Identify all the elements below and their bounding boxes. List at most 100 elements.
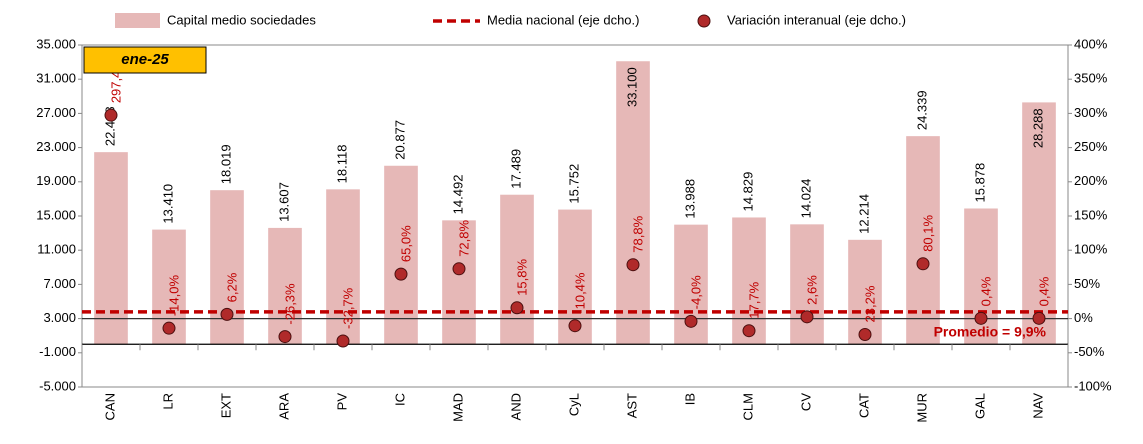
dot (452, 262, 466, 276)
dot-value-label: 65,0% (398, 225, 413, 262)
y-tick-label: 23.000 (36, 139, 76, 154)
x-tick-label: CyL (566, 393, 581, 416)
x-tick-label: GAL (972, 393, 987, 419)
dot-value-label: 2,6% (804, 275, 819, 305)
dot-value-label: 17,7% (746, 281, 761, 318)
bar (500, 194, 534, 345)
dot (684, 314, 698, 328)
x-tick-label: PV (334, 393, 349, 411)
y2-tick-label: 50% (1074, 276, 1100, 291)
y-tick-label: 11.000 (37, 242, 76, 257)
legend-swatch (115, 13, 160, 28)
y-tick-label: -5.000 (39, 378, 76, 393)
annotation: ene-25 (121, 51, 169, 68)
bar-value-label: 13.607 (276, 182, 291, 222)
x-tick-label: CAN (102, 393, 117, 420)
dot (626, 258, 640, 272)
bar (1022, 102, 1056, 345)
legend-label: Variación interanual (eje dcho.) (727, 12, 906, 27)
x-tick-label: LR (160, 393, 175, 410)
bar-value-label: 15.878 (972, 163, 987, 203)
bar (94, 152, 128, 345)
y-tick-label: 35.000 (36, 36, 76, 51)
y2-tick-label: 250% (1074, 139, 1108, 154)
bar (210, 190, 244, 345)
dot-value-label: -10,4% (572, 272, 587, 314)
y2-tick-label: -50% (1074, 344, 1105, 359)
x-tick-label: AND (508, 393, 523, 420)
legend-swatch (697, 14, 711, 28)
bar (732, 217, 766, 345)
dot (220, 307, 234, 321)
dot (858, 327, 872, 341)
y2-tick-label: 150% (1074, 207, 1108, 222)
x-tick-label: ARA (276, 393, 291, 420)
bar-value-label: 14.829 (740, 172, 755, 212)
y2-tick-label: 300% (1074, 105, 1108, 120)
y2-tick-label: 100% (1074, 242, 1108, 257)
bar (616, 61, 650, 345)
bar-value-label: 13.988 (682, 179, 697, 219)
dot-value-label: 0,4% (1036, 276, 1051, 306)
x-tick-label: NAV (1030, 393, 1045, 419)
dot-value-label: 80,1% (920, 215, 935, 252)
dot (742, 324, 756, 338)
bar-value-label: 15.752 (566, 164, 581, 204)
legend-label: Capital medio sociedades (167, 12, 316, 27)
bar (790, 224, 824, 345)
dot (278, 330, 292, 344)
x-tick-label: IB (682, 393, 697, 405)
x-tick-label: CV (798, 393, 813, 411)
dot-value-label: -14,0% (166, 275, 181, 317)
bar-value-label: 13.410 (160, 184, 175, 224)
dot (1032, 311, 1046, 325)
x-tick-label: EXT (218, 393, 233, 418)
x-tick-label: CLM (740, 393, 755, 420)
bar-value-label: 17.489 (508, 149, 523, 189)
bar (442, 220, 476, 345)
y-tick-label: 3.000 (43, 310, 76, 325)
dot (916, 257, 930, 271)
y2-tick-label: 200% (1074, 173, 1108, 188)
dot-value-label: -4,0% (688, 275, 703, 309)
x-tick-label: MUR (914, 393, 929, 423)
x-tick-label: CAT (856, 393, 871, 418)
dot (336, 334, 350, 348)
dot (104, 108, 118, 122)
y2-tick-label: -100% (1074, 378, 1112, 393)
y-tick-label: -1.000 (39, 344, 76, 359)
dot-value-label: 0,4% (978, 276, 993, 306)
legend-label: Media nacional (eje dcho.) (487, 12, 639, 27)
bar-value-label: 20.877 (392, 120, 407, 160)
dot-value-label: 23,2% (862, 285, 877, 322)
bar-value-label: 12.214 (856, 194, 871, 234)
dot (800, 310, 814, 324)
dot-value-label: -26,3% (282, 283, 297, 325)
y2-tick-label: 400% (1074, 36, 1108, 51)
average-label: Promedio = 9,9% (934, 323, 1047, 339)
bar (268, 227, 302, 345)
bar (384, 165, 418, 345)
dot-value-label: 78,8% (630, 215, 645, 252)
dot-value-label: 6,2% (224, 272, 239, 302)
x-tick-label: AST (624, 393, 639, 418)
bar-value-label: 24.339 (914, 90, 929, 130)
y-tick-label: 15.000 (36, 207, 76, 222)
bar (906, 136, 940, 345)
bar (848, 239, 882, 345)
y2-tick-label: 350% (1074, 71, 1108, 86)
dot-value-label: 15,8% (514, 258, 529, 295)
bar-value-label: 18.118 (334, 145, 349, 184)
bar-value-label: 28.288 (1030, 108, 1045, 148)
dot (162, 321, 176, 335)
x-tick-label: IC (392, 393, 407, 406)
x-tick-label: MAD (450, 393, 465, 422)
y-tick-label: 27.000 (36, 105, 76, 120)
y-tick-label: 7.000 (43, 276, 76, 291)
y-tick-label: 31.000 (36, 71, 76, 86)
bar-value-label: 14.024 (798, 179, 813, 219)
dot-value-label: 72,8% (456, 220, 471, 257)
bar-value-label: 33.100 (624, 67, 639, 107)
dot (974, 311, 988, 325)
